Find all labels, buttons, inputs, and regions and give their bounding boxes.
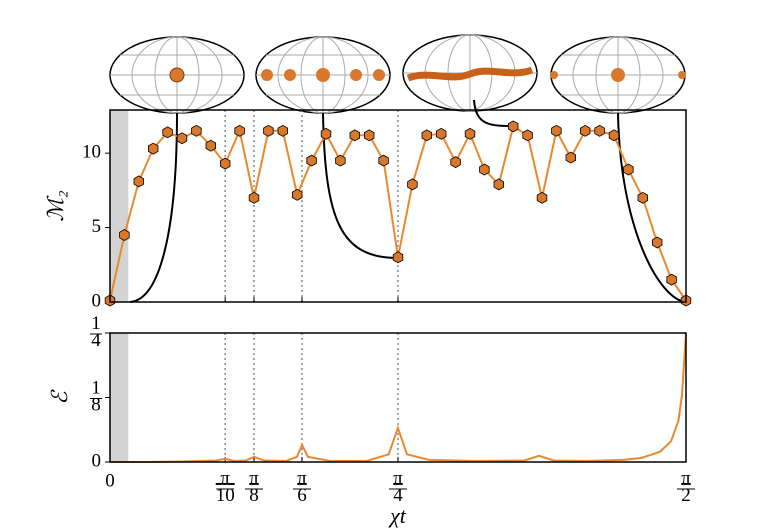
y-tick-label-part: 1	[91, 313, 101, 334]
hexagon-marker	[580, 124, 591, 137]
hexagon-marker	[536, 191, 548, 204]
shaded-region	[110, 110, 129, 302]
x-tick-label-part: 6	[297, 485, 307, 506]
axes-frame	[109, 109, 687, 303]
y-tick-label-part: 1	[91, 378, 101, 399]
x-tick-label-part: π	[393, 468, 403, 489]
hexagon-marker	[507, 120, 519, 133]
sphere-inset	[109, 36, 245, 303]
hexagon-marker	[335, 154, 346, 167]
line	[110, 332, 687, 463]
hexagon-marker	[421, 129, 433, 142]
hexagon-marker	[277, 124, 289, 137]
y-axis-label: ℳ₂	[43, 190, 68, 222]
hexagon-marker	[248, 191, 260, 204]
insets	[109, 34, 687, 303]
sphere-inset	[402, 34, 538, 127]
hexagon-marker	[363, 129, 375, 142]
line	[109, 124, 687, 302]
y-axis-label: ℰ	[47, 389, 72, 405]
x-tick-label-part: 8	[249, 485, 259, 506]
hexagon-marker	[378, 154, 389, 167]
x-tick-label-part: π	[681, 468, 691, 489]
hexagon-marker	[133, 175, 145, 188]
axes-frame	[109, 332, 687, 463]
hexagon-marker	[623, 163, 634, 176]
hexagon-marker	[450, 156, 461, 169]
hexagon-marker	[565, 151, 576, 164]
y-tick-label: 0	[92, 290, 102, 311]
y-tick-label-part: 8	[91, 395, 101, 416]
hexagon-marker	[349, 129, 361, 142]
hexagon-marker	[219, 157, 231, 170]
hexagon-marker	[652, 236, 663, 249]
hexagon-marker	[435, 127, 447, 140]
hexagon-marker	[493, 178, 505, 191]
hexagon-marker	[479, 163, 490, 176]
hexagon-marker	[291, 188, 303, 201]
hexagon-marker	[407, 178, 418, 191]
y-tick-label-part: 4	[91, 330, 101, 351]
hexagon-marker	[551, 124, 562, 137]
hexagon-marker	[594, 124, 605, 137]
x-axis-label: χt	[388, 503, 407, 528]
y-tick-label: 5	[92, 216, 102, 237]
sphere-inset	[255, 36, 399, 259]
hexagon-marker	[147, 142, 159, 155]
hexagon-marker	[666, 273, 677, 286]
hexagon-marker	[162, 126, 173, 139]
x-tick-label-part: 2	[681, 485, 691, 506]
hexagon-marker	[119, 229, 130, 241]
sphere-inset	[550, 36, 687, 303]
x-tick-label-part: 10	[216, 485, 235, 506]
hexagon-marker	[320, 127, 332, 140]
x-tick-label-part: π	[249, 468, 259, 489]
x-tick-label-part: 4	[393, 485, 403, 506]
hexagon-marker	[263, 124, 274, 137]
hexagon-marker	[234, 124, 245, 137]
hexagon-marker	[306, 154, 317, 167]
y-tick-label: 10	[82, 142, 101, 163]
x-tick-label: 0	[105, 470, 115, 491]
shaded-region	[110, 333, 129, 462]
x-tick-label: π 10	[216, 468, 235, 506]
hexagon-marker	[205, 139, 217, 152]
hexagon-marker	[464, 127, 476, 140]
hexagon-marker	[608, 129, 620, 142]
hexagon-marker	[191, 124, 202, 137]
y-tick-label: 0	[92, 450, 102, 471]
x-tick-label-part: π	[297, 468, 307, 489]
x-tick-label-part: π	[220, 468, 230, 489]
hexagon-marker	[637, 191, 648, 204]
hexagon-marker	[392, 251, 404, 264]
hexagon-marker	[176, 132, 188, 145]
hexagon-marker	[522, 129, 533, 142]
